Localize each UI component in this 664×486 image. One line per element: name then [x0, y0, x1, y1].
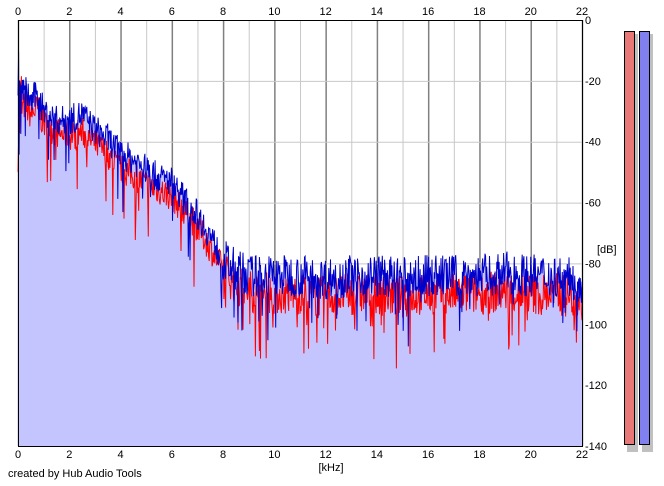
x-tick-label-bottom: 22	[576, 449, 588, 461]
x-tick-label-bottom: 16	[422, 449, 434, 461]
x-tick-label-bottom: 2	[66, 449, 72, 461]
y-tick-labels: 0 -20 -40 -60 -80 -100 -120 -140	[585, 15, 607, 453]
level-meters	[624, 31, 653, 452]
x-tick-label-top: 8	[220, 6, 226, 18]
x-tick-label-top: 22	[576, 6, 588, 18]
y-tick-label: 0	[585, 15, 591, 27]
x-tick-label-top: 12	[320, 6, 332, 18]
y-tick-label: -60	[585, 198, 601, 210]
plot-frame	[18, 20, 583, 447]
x-tick-label-top: 4	[117, 6, 123, 18]
x-tick-label-bottom: 4	[117, 449, 123, 461]
x-tick-label-bottom: 8	[220, 449, 226, 461]
y-tick-label: -80	[585, 258, 601, 270]
x-tick-label-top: 2	[66, 6, 72, 18]
level-meter-red	[624, 31, 635, 445]
x-tick-labels-bottom: 0 2 4 6 8 10 12 14 16 18 20 22	[15, 449, 588, 461]
x-tick-label-top: 0	[15, 6, 21, 18]
y-tick-label: -100	[585, 319, 607, 331]
x-tick-label-bottom: 20	[525, 449, 537, 461]
spectrum-trace-blue	[17, 52, 583, 347]
y-tick-label: -20	[585, 76, 601, 88]
x-axis-label: [kHz]	[318, 462, 343, 474]
x-tick-label-top: 10	[268, 6, 280, 18]
x-tick-label-bottom: 18	[473, 449, 485, 461]
x-tick-label-top: 20	[525, 6, 537, 18]
x-tick-label-top: 14	[371, 6, 383, 18]
x-tick-label-bottom: 12	[320, 449, 332, 461]
x-tick-label-bottom: 10	[268, 449, 280, 461]
y-tick-label: -40	[585, 137, 601, 149]
x-tick-label-top: 16	[422, 6, 434, 18]
spectrum-fill-area	[18, 52, 582, 446]
x-tick-label-top: 18	[473, 6, 485, 18]
level-meter-blue	[639, 31, 650, 445]
x-tick-label-bottom: 0	[15, 449, 21, 461]
x-tick-label-bottom: 14	[371, 449, 383, 461]
y-tick-label: -120	[585, 380, 607, 392]
spectrum-traces	[17, 52, 583, 369]
x-tick-label-top: 6	[169, 6, 175, 18]
x-tick-labels-top: 0 2 4 6 8 10 12 14 16 18 20 22	[15, 6, 588, 18]
y-axis-label: [dB]	[597, 244, 617, 256]
x-tick-label-bottom: 6	[169, 449, 175, 461]
y-tick-label: -140	[585, 441, 607, 453]
footer-credit: created by Hub Audio Tools	[8, 468, 142, 480]
